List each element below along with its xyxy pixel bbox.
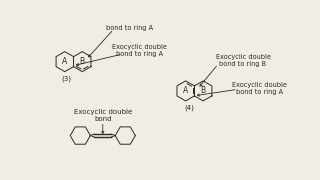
Text: A: A	[62, 57, 68, 66]
Text: B: B	[201, 86, 206, 95]
Text: Exocyclic double
bond to ring A: Exocyclic double bond to ring A	[232, 82, 287, 95]
Text: Exocyclic double
bond to ring A: Exocyclic double bond to ring A	[112, 44, 167, 57]
Text: (3): (3)	[61, 75, 71, 82]
Text: Exocyclic double
bond: Exocyclic double bond	[74, 109, 132, 122]
Text: A: A	[183, 86, 188, 95]
Text: bond to ring A: bond to ring A	[106, 25, 153, 31]
Text: Exocyclic double
bond to ring B: Exocyclic double bond to ring B	[216, 54, 270, 67]
Text: B: B	[80, 57, 85, 66]
Text: (4): (4)	[185, 105, 195, 111]
